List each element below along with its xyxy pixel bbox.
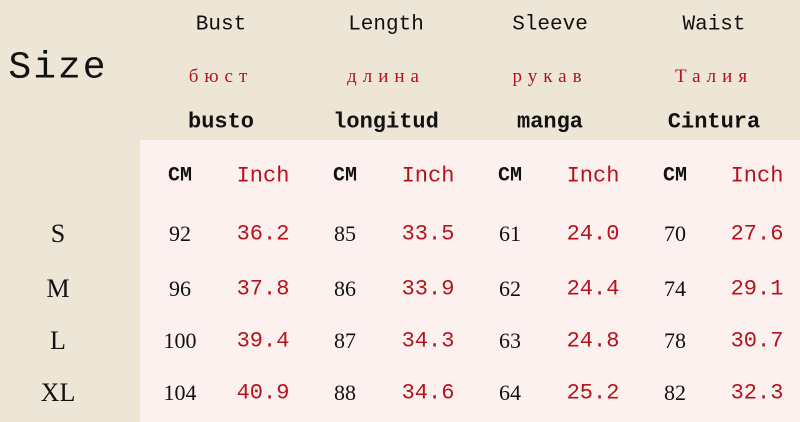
- cell-inch: 34.3: [401, 328, 455, 354]
- header-russian: Талия: [674, 66, 754, 87]
- size-label: S: [50, 219, 66, 248]
- cell-cm: 74: [664, 276, 686, 301]
- cell-cm: 92: [169, 221, 191, 246]
- cell-cm: 104: [163, 380, 197, 405]
- header-english: Waist: [682, 13, 746, 37]
- unit-cm: CM: [662, 164, 688, 188]
- cell-cm: 78: [664, 328, 686, 353]
- unit-inch: Inch: [566, 163, 620, 189]
- cell-inch: 34.6: [401, 380, 455, 406]
- size-label: M: [46, 274, 70, 303]
- header-english: Bust: [195, 13, 247, 37]
- table-body-background: [140, 140, 800, 422]
- cell-cm: 88: [334, 380, 356, 405]
- header-russian: рукав: [512, 66, 588, 87]
- unit-inch: Inch: [730, 163, 784, 189]
- cell-cm: 64: [499, 380, 521, 405]
- cell-cm: 85: [334, 221, 356, 246]
- cell-cm: 87: [334, 328, 356, 353]
- cell-inch: 39.4: [236, 328, 290, 354]
- size-title: Size: [8, 46, 108, 90]
- unit-cm: CM: [332, 164, 358, 188]
- cell-inch: 32.3: [730, 380, 784, 406]
- cell-inch: 24.0: [566, 221, 620, 247]
- cell-inch: 27.6: [730, 221, 784, 247]
- cell-cm: 62: [499, 276, 521, 301]
- cell-inch: 36.2: [236, 221, 290, 247]
- header-spanish: busto: [187, 109, 255, 135]
- cell-inch: 25.2: [566, 380, 620, 406]
- header-english: Sleeve: [512, 13, 588, 37]
- cell-cm: 63: [499, 328, 521, 353]
- cell-inch: 29.1: [730, 276, 784, 302]
- cell-cm: 100: [163, 328, 197, 353]
- cell-cm: 86: [334, 276, 356, 301]
- unit-inch: Inch: [401, 163, 455, 189]
- header-english: Length: [348, 13, 424, 37]
- cell-inch: 30.7: [730, 328, 784, 354]
- header-spanish: Cintura: [667, 109, 761, 135]
- size-label: XL: [40, 378, 76, 407]
- header-spanish: longitud: [333, 109, 439, 135]
- size-label: L: [50, 326, 66, 355]
- cell-inch: 33.5: [401, 221, 455, 247]
- cell-inch: 37.8: [236, 276, 290, 302]
- cell-cm: 82: [664, 380, 686, 405]
- unit-inch: Inch: [236, 163, 290, 189]
- unit-cm: CM: [167, 164, 193, 188]
- cell-inch: 24.4: [566, 276, 620, 302]
- cell-inch: 24.8: [566, 328, 620, 354]
- unit-cm: CM: [497, 164, 523, 188]
- cell-inch: 33.9: [401, 276, 455, 302]
- cell-cm: 70: [664, 221, 686, 246]
- cell-cm: 96: [169, 276, 191, 301]
- header-russian: длина: [347, 66, 425, 87]
- cell-cm: 61: [499, 221, 521, 246]
- cell-inch: 40.9: [236, 380, 290, 406]
- header-spanish: manga: [516, 109, 584, 135]
- header-russian: бюст: [188, 66, 254, 87]
